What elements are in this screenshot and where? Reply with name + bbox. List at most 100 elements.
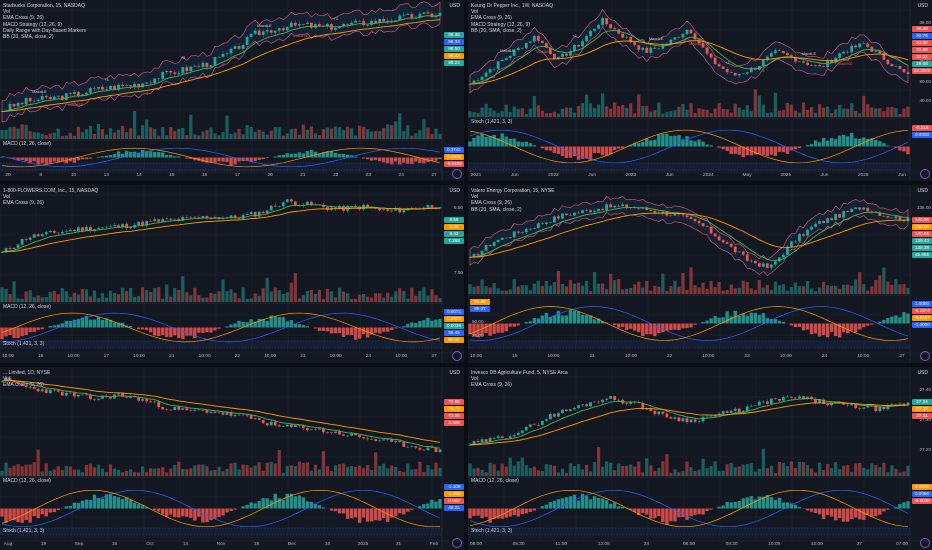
volume-bar (273, 287, 277, 302)
macd-histogram-bar (44, 508, 48, 517)
volume-bar (434, 462, 438, 476)
volume-bar (402, 131, 406, 139)
sub-pane-label[interactable]: Stoch (1,421, 3, 3) (3, 341, 45, 347)
candle (705, 46, 709, 56)
macd-histogram-bar (76, 319, 81, 328)
time-axis-label: 27 (856, 542, 863, 547)
sub-pane-label[interactable]: MACD (12, 26, close) (3, 478, 51, 484)
sub-pane-label[interactable]: MACD (12, 26, close) (471, 478, 519, 484)
sub-pane-label[interactable]: Stoch (1,421, 3, 3) (471, 528, 513, 534)
chart-title[interactable]: 1-800-FLOWERS.COM, Inc., 15, NASDAQ (3, 188, 99, 194)
indicator-label[interactable]: BB (20, SMA, close, 2) (471, 206, 522, 213)
indicator-label[interactable]: EMA Cross (9, 26) (3, 382, 44, 389)
indicator-label[interactable]: Vol (471, 194, 478, 201)
macd-histogram-bar (277, 317, 281, 328)
currency-label[interactable]: USD (917, 370, 928, 376)
chart-panel-dba[interactable]: Invesco DB Agriculture Fund, 5, NYSE Arc… (468, 367, 932, 550)
price-axis-label: 7.50 (454, 270, 463, 276)
volume-bar (898, 284, 902, 294)
go-to-realtime-button[interactable] (452, 351, 462, 361)
sub-pane-label[interactable]: MACD (12, 26, close) (3, 141, 51, 147)
macd-histogram-bar (277, 498, 281, 509)
chart-title[interactable]: Invesco DB Agriculture Fund, 5, NYSE Arc… (471, 370, 568, 376)
indicator-label[interactable]: Daily Range with Day-Based Markers (3, 27, 87, 34)
currency-label[interactable]: USD (449, 3, 460, 9)
candle (810, 225, 813, 231)
currency-label[interactable]: USD (917, 188, 928, 194)
indicator-label[interactable]: Vol (471, 9, 478, 16)
candle (669, 415, 673, 419)
candle (524, 42, 528, 50)
currency-label[interactable]: USD (917, 3, 928, 9)
volume-bar (613, 470, 617, 476)
row-divider-2[interactable] (0, 363, 932, 367)
candle (426, 446, 430, 451)
indicator-label[interactable]: EMA Cross (9, 26) (3, 200, 44, 207)
candle (480, 76, 484, 81)
indicator-label[interactable]: Vol (3, 194, 10, 201)
chart-canvas[interactable] (0, 0, 464, 181)
go-to-realtime-button[interactable] (920, 169, 930, 179)
macd-histogram-bar (898, 504, 902, 509)
chart-canvas[interactable] (0, 367, 464, 550)
indicator-label[interactable]: BB (20, SMA, close, 2) (471, 27, 522, 34)
candle (488, 436, 492, 444)
candle (725, 67, 729, 75)
volume-bar (317, 469, 322, 476)
indicator-label[interactable]: Vol (471, 376, 478, 383)
volume-bar (309, 289, 314, 302)
go-to-realtime-button[interactable] (452, 169, 462, 179)
go-to-realtime-button[interactable] (920, 351, 930, 361)
vertical-divider[interactable] (464, 0, 468, 550)
chart-panel-flws[interactable]: 1-800-FLOWERS.COM, Inc., 15, NASDAQ Vol EM… (0, 185, 464, 363)
indicator-label[interactable]: EMA Cross (9, 26) (471, 200, 512, 207)
volume-bar (564, 472, 569, 476)
indicator-label[interactable]: Vol (3, 376, 10, 383)
indicator-label[interactable]: Vol (3, 9, 10, 16)
macd-histogram-bar (906, 146, 910, 155)
candle (277, 205, 281, 208)
chart-canvas[interactable] (0, 185, 464, 363)
candle (113, 84, 116, 90)
chart-panel-kdp[interactable]: Keurig Dr Pepper Inc., 1W, NASDAQ Vol EMA … (468, 0, 932, 181)
chart-panel-sbux[interactable]: Starbucks Corporation, 15, NASDAQ Vol EMA … (0, 0, 464, 181)
indicator-label[interactable]: MACD Strategy (12, 26, 9) (471, 21, 530, 28)
volume-bar (713, 461, 717, 476)
chart-title[interactable]: Starbucks Corporation, 15, NASDAQ (3, 3, 85, 9)
chart-panel-vlo[interactable]: Valero Energy Corporation, 15, NYSE Vol EM… (468, 185, 932, 363)
currency-label[interactable]: USD (449, 370, 460, 376)
candle (641, 46, 645, 52)
macd-histogram-bar (402, 508, 406, 515)
macd-histogram-bar (72, 319, 77, 328)
chart-panel-itw[interactable]: ... Limited, 1D, NYSE Vol EMA Cross (9, 26… (0, 367, 464, 550)
sub-pane-label[interactable]: MACD (12, 26, close) (3, 304, 51, 310)
go-to-realtime-button[interactable] (452, 538, 462, 548)
indicator-label[interactable]: EMA Cross (9, 26) (3, 15, 44, 22)
stoch-band (468, 340, 911, 349)
sub-pane-label[interactable]: Stoch (1,421, 3, 3) (3, 528, 45, 534)
sub-pane-label[interactable]: Stoch (1,421, 3, 3) (471, 119, 513, 125)
time-axis-label: 2022 (548, 173, 559, 178)
price-tag: 140.66 (912, 217, 932, 223)
indicator-label[interactable]: BB (20, SMA, close, 2) (3, 33, 54, 40)
chart-title[interactable]: ... Limited, 1D, NYSE (3, 370, 51, 376)
chart-title[interactable]: Keurig Dr Pepper Inc., 1W, NASDAQ (471, 3, 553, 9)
indicator-label[interactable]: MACD Strategy (12, 26, 9) (3, 21, 62, 28)
chart-title[interactable]: Valero Energy Corporation, 15, NYSE (471, 188, 555, 194)
volume-bar (817, 462, 822, 476)
candle (794, 396, 797, 400)
row-divider-1[interactable] (0, 181, 932, 185)
candle (318, 427, 321, 430)
indicator-label[interactable]: EMA Cross (9, 26) (471, 382, 512, 389)
macd-histogram-bar (512, 508, 516, 516)
indicator-label[interactable]: EMA Cross (9, 26) (471, 15, 512, 22)
go-to-realtime-button[interactable] (920, 538, 930, 548)
stoch-axis-label: 25.00 (472, 333, 484, 338)
currency-label[interactable]: USD (449, 188, 460, 194)
volume-bar (257, 295, 261, 302)
macd-histogram-bar (833, 508, 838, 521)
chart-canvas[interactable] (468, 367, 932, 550)
volume-bar (528, 468, 532, 476)
macd-histogram-bar (665, 323, 669, 331)
chart-canvas[interactable] (468, 185, 932, 363)
